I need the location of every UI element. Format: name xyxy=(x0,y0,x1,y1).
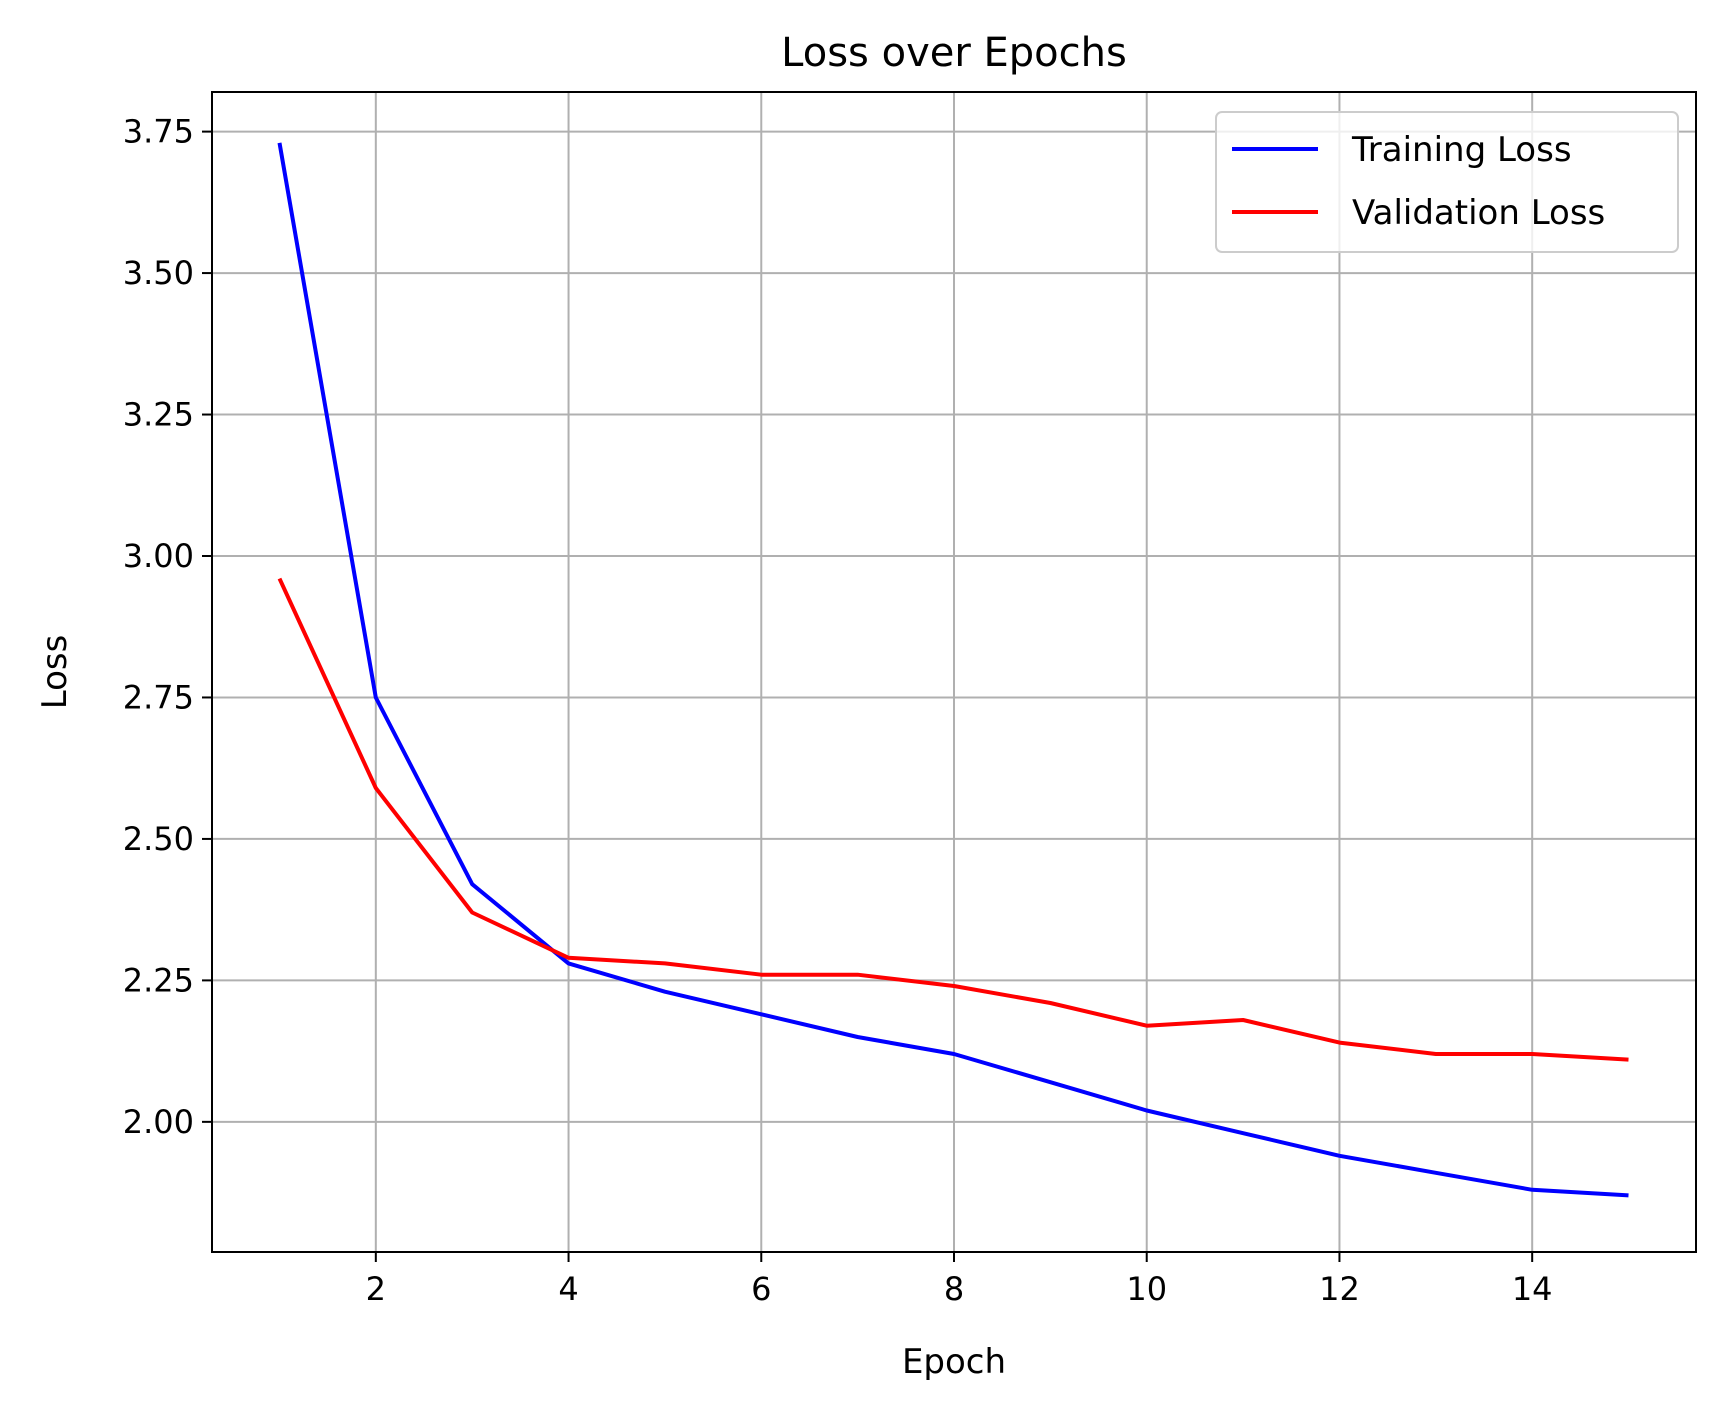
x-tick-label: 14 xyxy=(1512,1270,1553,1308)
chart-title: Loss over Epochs xyxy=(781,30,1127,76)
legend-box xyxy=(1215,111,1679,253)
x-tick-label: 4 xyxy=(558,1270,578,1308)
x-tick-label: 8 xyxy=(944,1270,964,1308)
grid-lines xyxy=(212,92,1696,1252)
x-tick-label: 12 xyxy=(1319,1270,1360,1308)
series-line-validation-loss xyxy=(277,577,1629,1062)
series-line-training-loss xyxy=(277,142,1629,1198)
y-axis-label: Loss xyxy=(35,635,75,710)
y-tick-label: 2.00 xyxy=(123,1103,194,1141)
y-tick-label: 2.75 xyxy=(123,678,194,716)
x-tick-label: 6 xyxy=(751,1270,771,1308)
y-tick-label: 2.50 xyxy=(123,820,194,858)
legend-label-validation-loss: Validation Loss xyxy=(1352,193,1605,233)
axis-ticks: 2 4 6 8 10 12 14 2.00 2.25 2.50 2.75 3.00 3.25 3.50 3.… xyxy=(123,113,1553,1308)
y-tick-label: 3.50 xyxy=(123,254,194,292)
y-tick-label: 3.75 xyxy=(123,113,194,151)
x-tick-label: 10 xyxy=(1126,1270,1167,1308)
legend: Training Loss Validation Loss xyxy=(1215,111,1679,253)
y-tick-label: 3.25 xyxy=(123,396,194,434)
x-tick-label: 2 xyxy=(366,1270,386,1308)
y-tick-label: 3.00 xyxy=(123,537,194,575)
y-tick-label: 2.25 xyxy=(123,961,194,999)
legend-label-training-loss: Training Loss xyxy=(1351,130,1572,170)
series-lines xyxy=(277,142,1629,1198)
x-axis-label: Epoch xyxy=(902,1342,1006,1382)
